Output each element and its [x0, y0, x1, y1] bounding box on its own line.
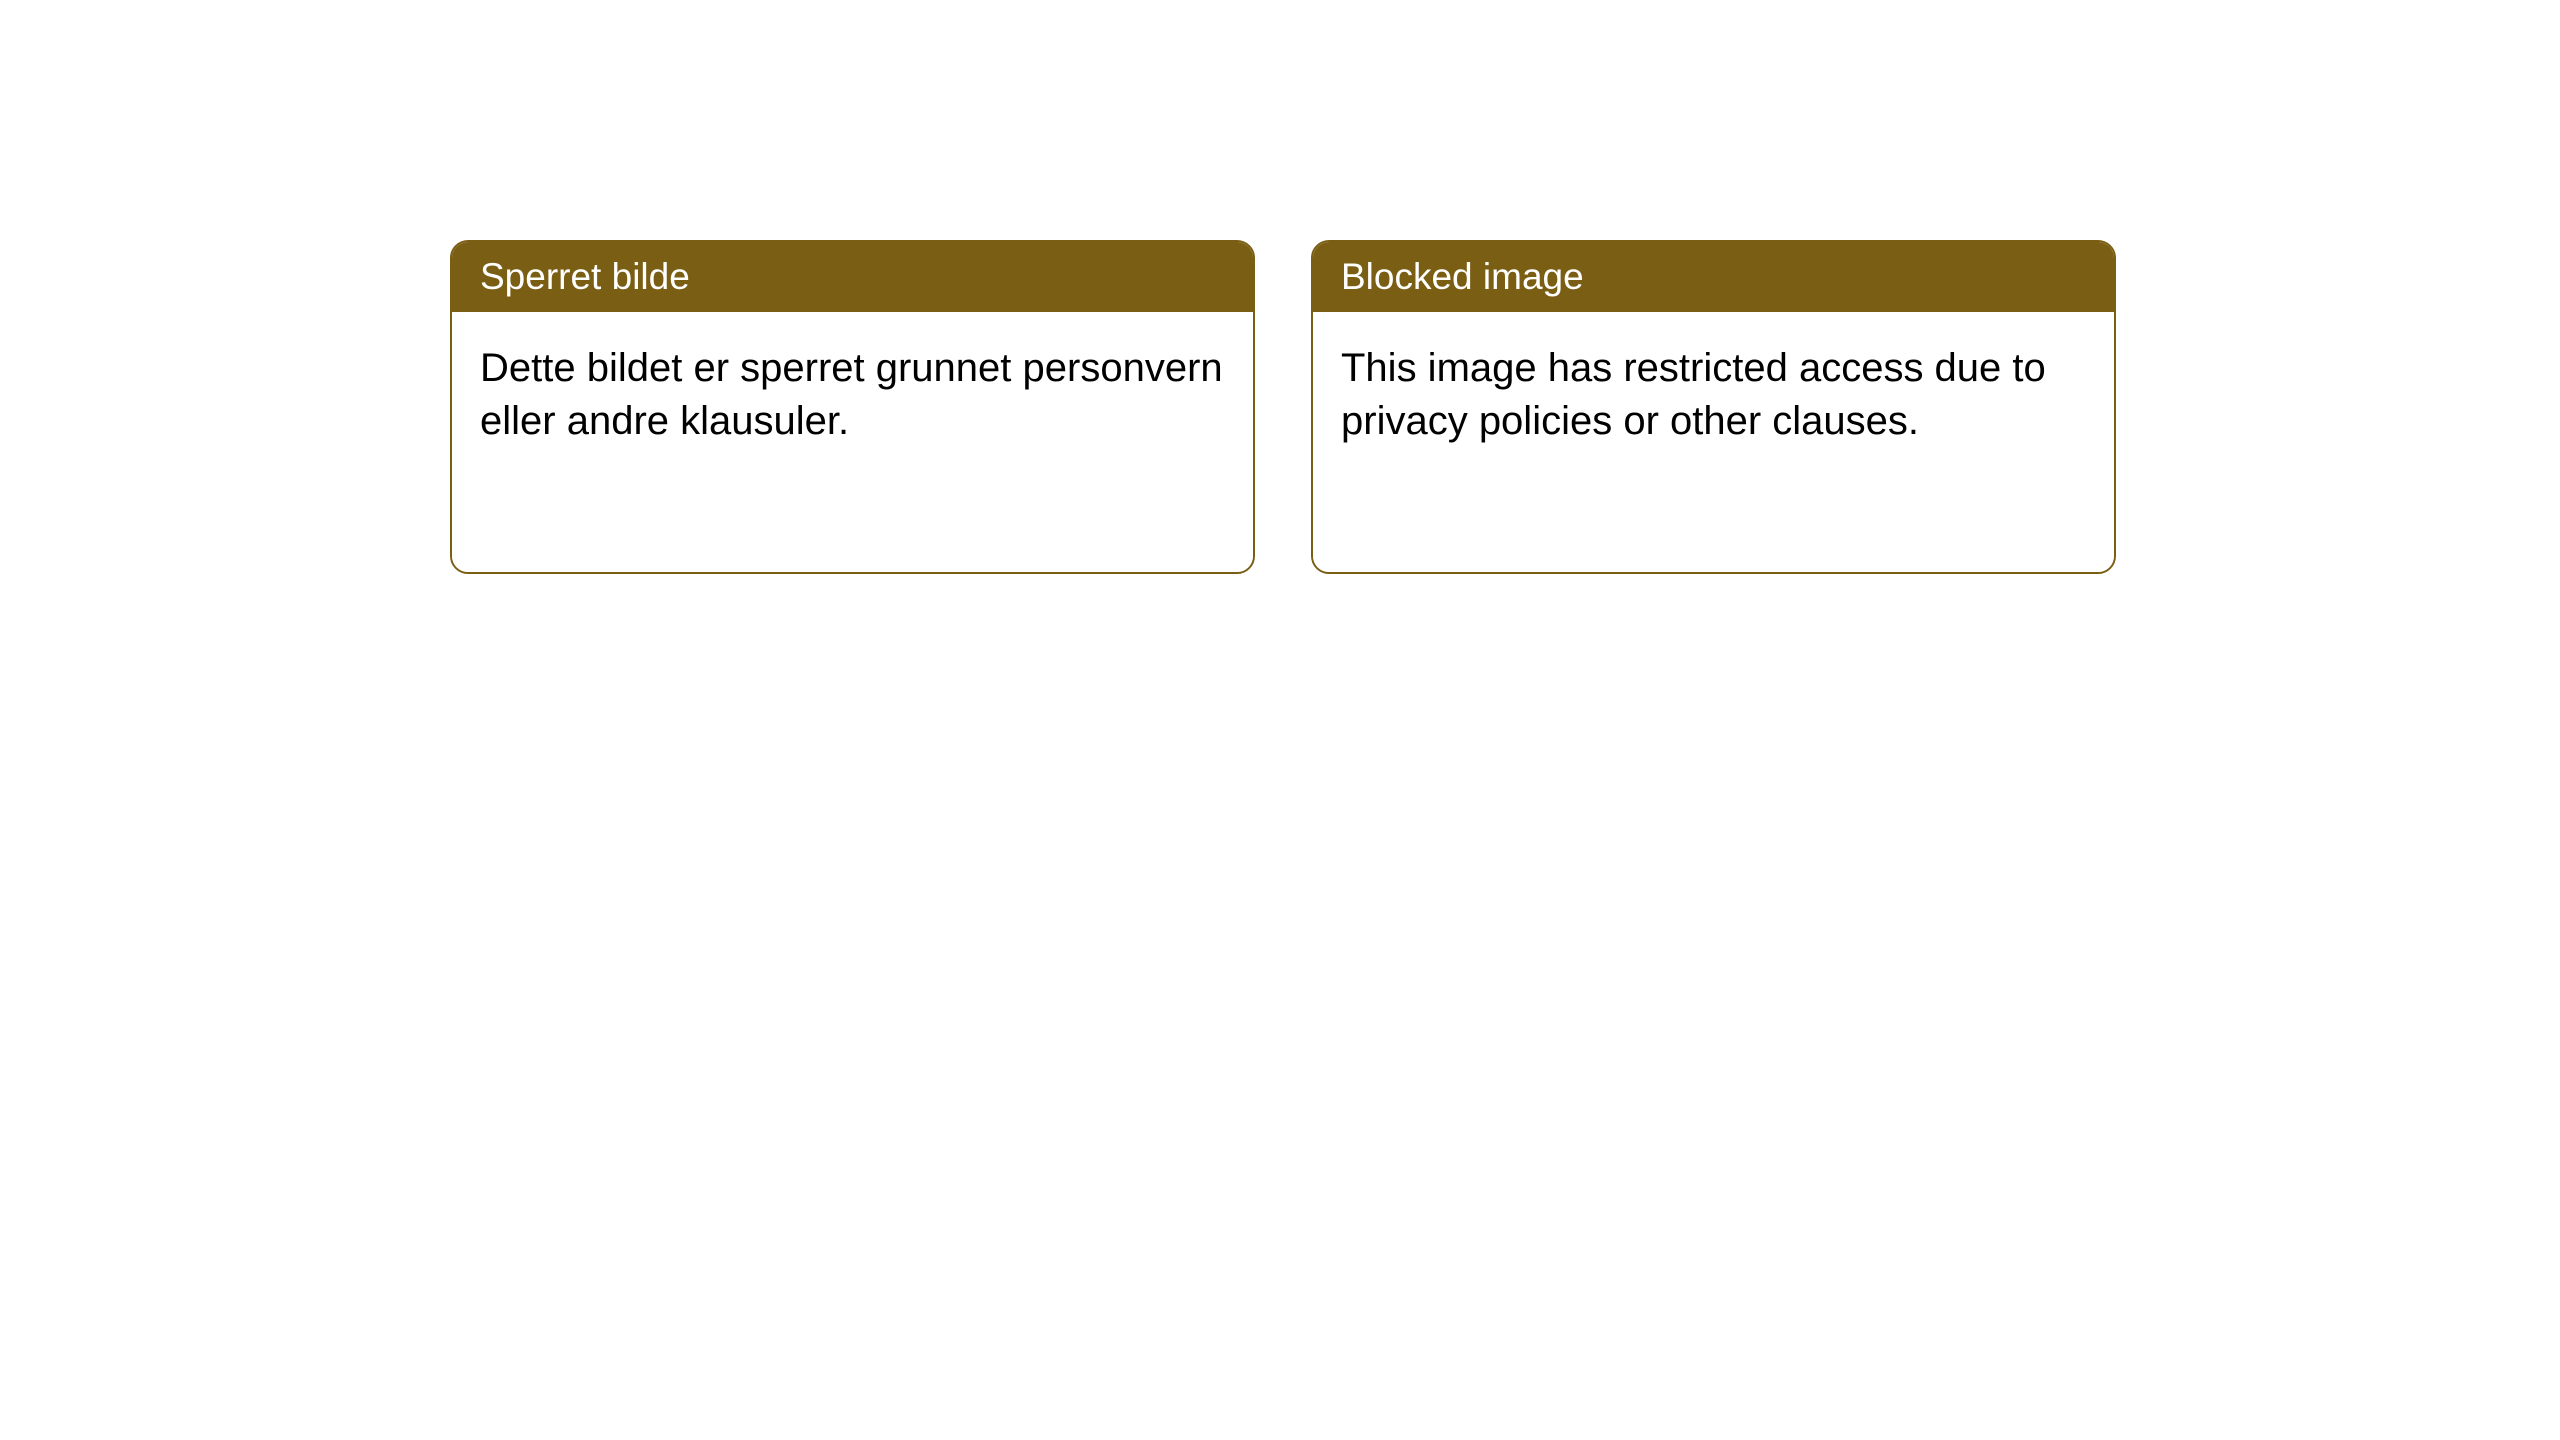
notice-body-text: Dette bildet er sperret grunnet personve… — [480, 346, 1223, 443]
notice-box-norwegian: Sperret bilde Dette bildet er sperret gr… — [450, 240, 1255, 574]
notice-title: Blocked image — [1341, 256, 1584, 297]
notice-box-english: Blocked image This image has restricted … — [1311, 240, 2116, 574]
notice-container: Sperret bilde Dette bildet er sperret gr… — [0, 0, 2560, 574]
notice-header: Sperret bilde — [452, 242, 1253, 312]
notice-body: Dette bildet er sperret grunnet personve… — [452, 312, 1253, 572]
notice-title: Sperret bilde — [480, 256, 690, 297]
notice-header: Blocked image — [1313, 242, 2114, 312]
notice-body-text: This image has restricted access due to … — [1341, 346, 2046, 443]
notice-body: This image has restricted access due to … — [1313, 312, 2114, 572]
